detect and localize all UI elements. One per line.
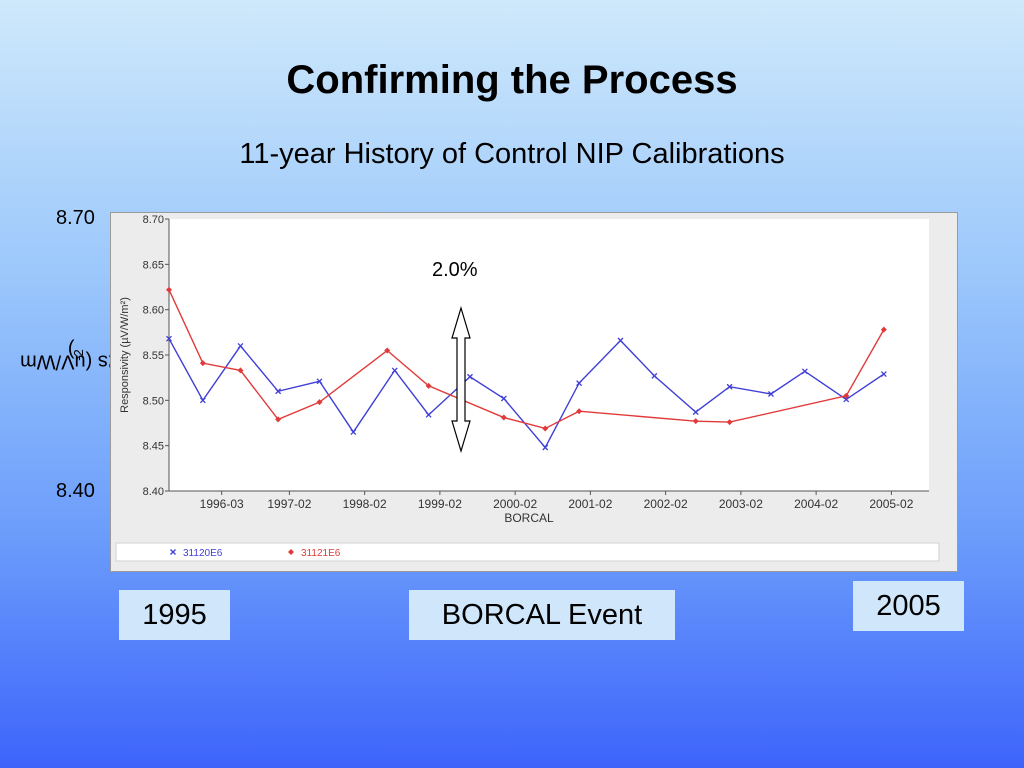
legend-label: 31120E6 bbox=[183, 548, 223, 559]
data-point bbox=[617, 337, 624, 344]
legend-marker bbox=[288, 549, 294, 555]
data-point bbox=[576, 408, 583, 415]
chart-svg: 8.40 8.45 8.50 8.55 8.60 8.65 8.70 1996-03 1997-… bbox=[115, 214, 940, 562]
data-point bbox=[542, 425, 549, 432]
data-point bbox=[350, 429, 357, 436]
data-point bbox=[237, 367, 244, 374]
legend-label: 31121E6 bbox=[301, 548, 341, 559]
data-point bbox=[692, 418, 699, 425]
timeline-event-box: BORCAL Event bbox=[409, 590, 675, 640]
data-point bbox=[467, 373, 473, 380]
y-tick-label: 8.50 bbox=[143, 395, 164, 407]
data-point bbox=[199, 360, 206, 367]
data-point bbox=[843, 396, 850, 403]
x-tick-label: 1999-02 bbox=[418, 497, 462, 511]
data-point bbox=[166, 286, 172, 293]
legend-box bbox=[115, 542, 940, 562]
x-tick-label: 1997-02 bbox=[267, 497, 311, 511]
page-subtitle: 11-year History of Control NIP Calibrati… bbox=[239, 138, 785, 170]
data-point bbox=[726, 383, 733, 390]
timeline-start-box: 1995 bbox=[119, 590, 230, 640]
data-point bbox=[425, 411, 432, 418]
double-arrow-shape bbox=[451, 305, 471, 454]
data-point bbox=[316, 378, 323, 385]
x-tick-label: 2001-02 bbox=[568, 497, 612, 511]
x-axis-label: BORCAL bbox=[504, 511, 554, 525]
data-point bbox=[316, 399, 323, 406]
timeline-end-box: 2005 bbox=[853, 581, 964, 631]
percent-annotation: 2.0% bbox=[432, 259, 478, 281]
data-point bbox=[275, 388, 282, 395]
data-point bbox=[880, 371, 887, 377]
data-point bbox=[384, 347, 391, 354]
outer-axis-bottom-label: 8.40 bbox=[56, 480, 95, 502]
y-axis-label: Responsivity (µV/W/m²) bbox=[119, 297, 131, 413]
data-point bbox=[425, 382, 432, 389]
y-tick-label: 8.45 bbox=[143, 441, 164, 453]
data-point bbox=[199, 397, 206, 404]
x-tick-label: 2003-02 bbox=[719, 497, 763, 511]
x-tick-label: 2005-02 bbox=[869, 497, 913, 511]
legend-marker bbox=[170, 549, 176, 555]
data-point bbox=[237, 342, 244, 349]
data-point bbox=[166, 335, 172, 342]
data-point bbox=[843, 392, 850, 399]
chart-frame: 8.40 8.45 8.50 8.55 8.60 8.65 8.70 1996-03 1997-… bbox=[110, 212, 958, 572]
data-point bbox=[651, 372, 658, 379]
x-tick-label: 1998-02 bbox=[343, 497, 387, 511]
data-point bbox=[500, 395, 507, 402]
y-tick-label: 8.40 bbox=[143, 486, 164, 498]
page-title: Confirming the Process bbox=[286, 58, 738, 102]
outer-axis-top-label: 8.70 bbox=[56, 207, 95, 229]
x-tick-label: 2000-02 bbox=[493, 497, 537, 511]
data-point bbox=[500, 414, 507, 421]
data-point bbox=[275, 416, 282, 423]
y-tick-label: 8.65 bbox=[143, 259, 164, 271]
y-tick-label: 8.60 bbox=[143, 305, 164, 317]
x-tick-label: 2004-02 bbox=[794, 497, 838, 511]
data-point bbox=[801, 368, 808, 375]
data-point bbox=[692, 409, 699, 416]
data-point bbox=[542, 444, 549, 451]
plot-area bbox=[169, 219, 929, 491]
x-tick-label: 1996-03 bbox=[200, 497, 244, 511]
data-point bbox=[576, 380, 583, 387]
double-arrow-icon bbox=[451, 305, 471, 454]
y-tick-label: 8.55 bbox=[143, 350, 164, 362]
x-tick-label: 2002-02 bbox=[644, 497, 688, 511]
data-point bbox=[880, 326, 887, 333]
data-point bbox=[726, 419, 733, 426]
data-point bbox=[391, 367, 398, 374]
data-point bbox=[768, 391, 774, 397]
y-tick-label: 8.70 bbox=[143, 214, 164, 226]
outer-ylabel-end: ) bbox=[67, 338, 75, 361]
series-line-31121E6 bbox=[168, 289, 885, 430]
